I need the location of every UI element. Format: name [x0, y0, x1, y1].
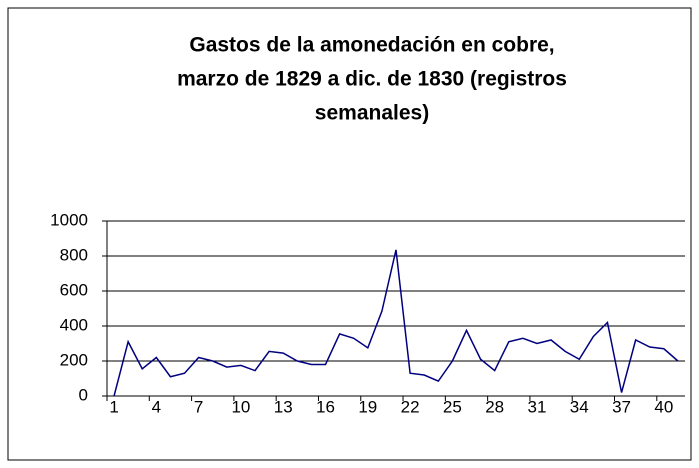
- y-tick-label: 0: [79, 385, 88, 404]
- x-tick-label: 37: [612, 397, 631, 416]
- x-tick-label: 28: [485, 397, 504, 416]
- x-tick-label: 16: [316, 397, 335, 416]
- y-tick-label: 200: [60, 350, 88, 369]
- y-tick-label: 800: [60, 245, 88, 264]
- x-tick-label: 25: [443, 397, 462, 416]
- data-line: [113, 249, 679, 397]
- x-tick-label: 40: [654, 397, 673, 416]
- x-tick-label: 34: [570, 397, 589, 416]
- y-tick-label: 1000: [50, 210, 88, 229]
- chart-title: Gastos de la amonedación en cobre,: [189, 34, 554, 57]
- x-tick-label: 1: [109, 397, 118, 416]
- y-tick-label: 400: [60, 315, 88, 334]
- chart-frame: [7, 7, 692, 461]
- chart-title: semanales): [315, 102, 429, 125]
- y-tick-label: 600: [60, 280, 88, 299]
- x-tick-label: 19: [358, 397, 377, 416]
- x-tick-label: 22: [401, 397, 420, 416]
- x-tick-label: 13: [274, 397, 293, 416]
- x-tick-label: 31: [528, 397, 547, 416]
- x-tick-label: 7: [194, 397, 203, 416]
- chart-title: marzo de 1829 a dic. de 1830 (registros: [177, 68, 567, 91]
- x-tick-label: 10: [231, 397, 250, 416]
- x-tick-label: 4: [152, 397, 161, 416]
